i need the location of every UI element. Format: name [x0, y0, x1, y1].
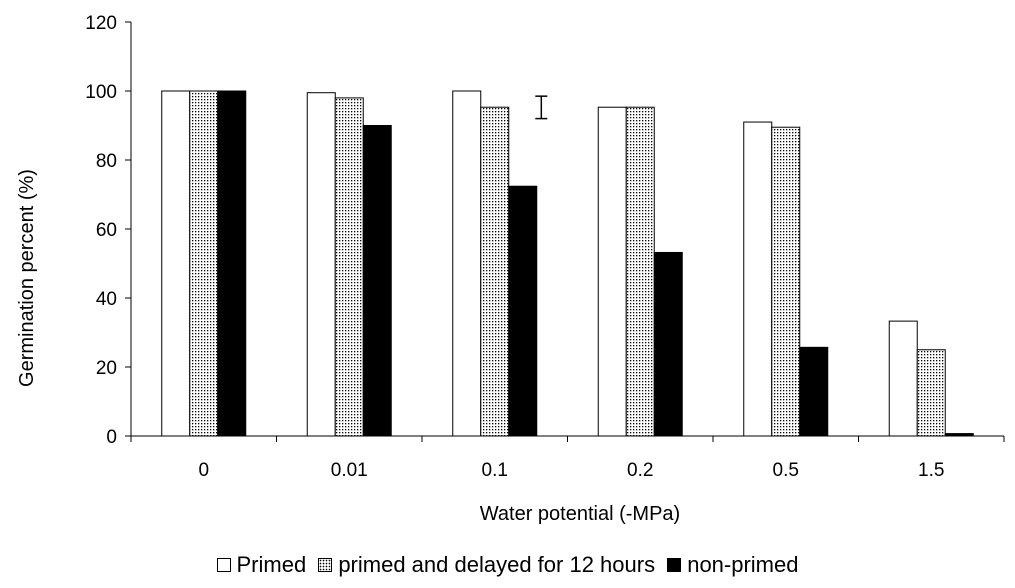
x-tick-label: 0.5 [773, 460, 799, 481]
legend-swatch-primed [216, 558, 231, 572]
y-tick-label: 60 [96, 220, 117, 241]
y-tick-label: 120 [85, 13, 117, 34]
x-tick-label: 0.01 [331, 460, 368, 481]
bar-2-1 [362, 125, 392, 437]
x-axis-title: Water potential (-MPa) [480, 503, 680, 525]
x-tick-label: 0.1 [482, 460, 508, 481]
bar-0-4 [743, 121, 773, 437]
y-tick-label: 100 [85, 82, 117, 103]
legend-label-delayed: primed and delayed for 12 hours [338, 552, 656, 577]
y-tick-label: 0 [106, 427, 117, 448]
legend-label-non-primed: non-primed [687, 552, 799, 577]
bar-1-0 [189, 90, 219, 437]
y-tick-label: 40 [96, 289, 117, 310]
bar-2-3 [653, 251, 683, 437]
x-tick-label: 0 [198, 460, 209, 481]
legend-item-primed: Primed [216, 552, 307, 578]
bar-0-5 [888, 320, 918, 437]
bar-0-1 [306, 92, 336, 437]
legend-item-delayed: primed and delayed for 12 hours [318, 552, 655, 578]
legend-swatch-delayed [318, 558, 333, 572]
x-tick-label: 1.5 [918, 460, 944, 481]
x-tick-label: 0.2 [627, 460, 653, 481]
legend-label-primed: Primed [236, 552, 307, 577]
y-tick-label: 20 [96, 358, 117, 379]
bar-1-1 [334, 97, 364, 437]
legend-item-non-primed: non-primed [667, 552, 798, 578]
legend-swatch-non-primed [667, 558, 682, 572]
bar-0-3 [597, 106, 627, 437]
y-axis-title: Germination percent (%) [16, 169, 38, 387]
bar-0-2 [452, 90, 482, 437]
legend: Primed primed and delayed for 12 hours n… [0, 552, 1015, 578]
chart: 0 20 40 60 80 100 120 0 0.01 0.1 0.2 0.5 1.5 Germina… [16, 13, 1005, 525]
bar-0-0 [161, 90, 191, 437]
bar-1-4 [771, 126, 801, 437]
bar-2-4 [799, 346, 829, 437]
bar-1-2 [480, 106, 510, 437]
bar-2-2 [508, 185, 538, 437]
bar-2-0 [217, 90, 247, 437]
bar-1-3 [625, 106, 655, 437]
y-tick-label: 80 [96, 151, 117, 172]
bar-1-5 [916, 349, 946, 437]
